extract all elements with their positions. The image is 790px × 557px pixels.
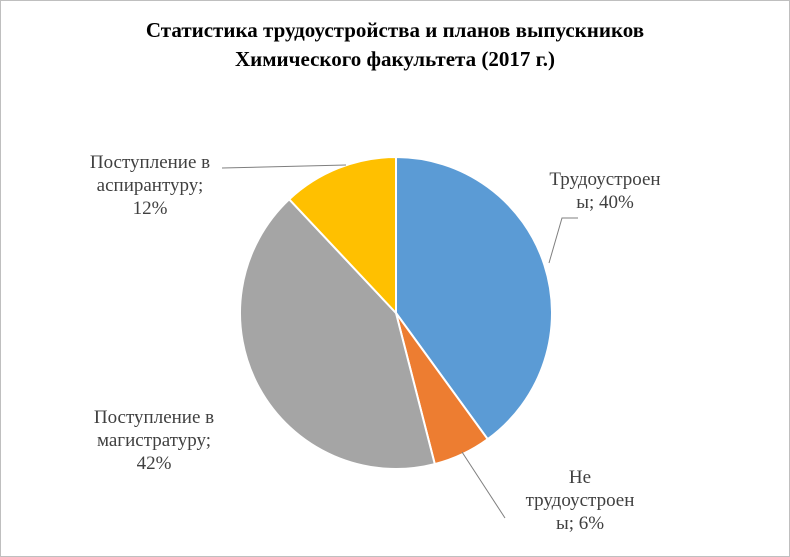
- data-label-unemployed-line-1: Не: [568, 467, 592, 488]
- data-label-employed-line-1: Трудоустроен: [549, 169, 661, 190]
- leader-line-unemployed: [461, 451, 506, 519]
- leader-line-phd: [221, 164, 347, 169]
- leader-line-employed: [548, 217, 578, 264]
- pie-slice-masters: [239, 197, 437, 470]
- data-label-employed-line-2: ы; 40%: [576, 192, 634, 213]
- data-label-unemployed-line-2: трудоустроен: [525, 490, 635, 511]
- data-label-phd-line-2: аспирантуру;: [96, 175, 204, 196]
- data-label-phd: Поступление в аспирантуру; 12%: [70, 151, 230, 220]
- pie-slice-employed: [395, 155, 553, 441]
- data-label-phd-line-1: Поступление в: [89, 152, 211, 173]
- chart-title-line-1: Статистика трудоустройства и планов выпу…: [145, 18, 645, 42]
- data-label-employed: Трудоустроен ы; 40%: [535, 168, 675, 214]
- pie-slices: [239, 155, 553, 470]
- data-label-masters-line-1: Поступление в: [93, 407, 215, 428]
- chart-title-line-2: Химического факультета (2017 г.): [234, 47, 555, 71]
- data-label-unemployed-line-3: ы; 6%: [555, 513, 605, 534]
- data-label-masters-line-3: 42%: [136, 453, 172, 474]
- data-label-masters: Поступление в магистратуру; 42%: [74, 406, 234, 475]
- chart-title: Статистика трудоустройства и планов выпу…: [0, 16, 790, 74]
- pie-leader-lines: [221, 164, 578, 519]
- data-label-unemployed: Не трудоустроен ы; 6%: [500, 466, 660, 535]
- data-label-phd-line-3: 12%: [132, 198, 168, 219]
- pie-slice-phd: [287, 155, 397, 316]
- data-label-masters-line-2: магистратуру;: [96, 430, 212, 451]
